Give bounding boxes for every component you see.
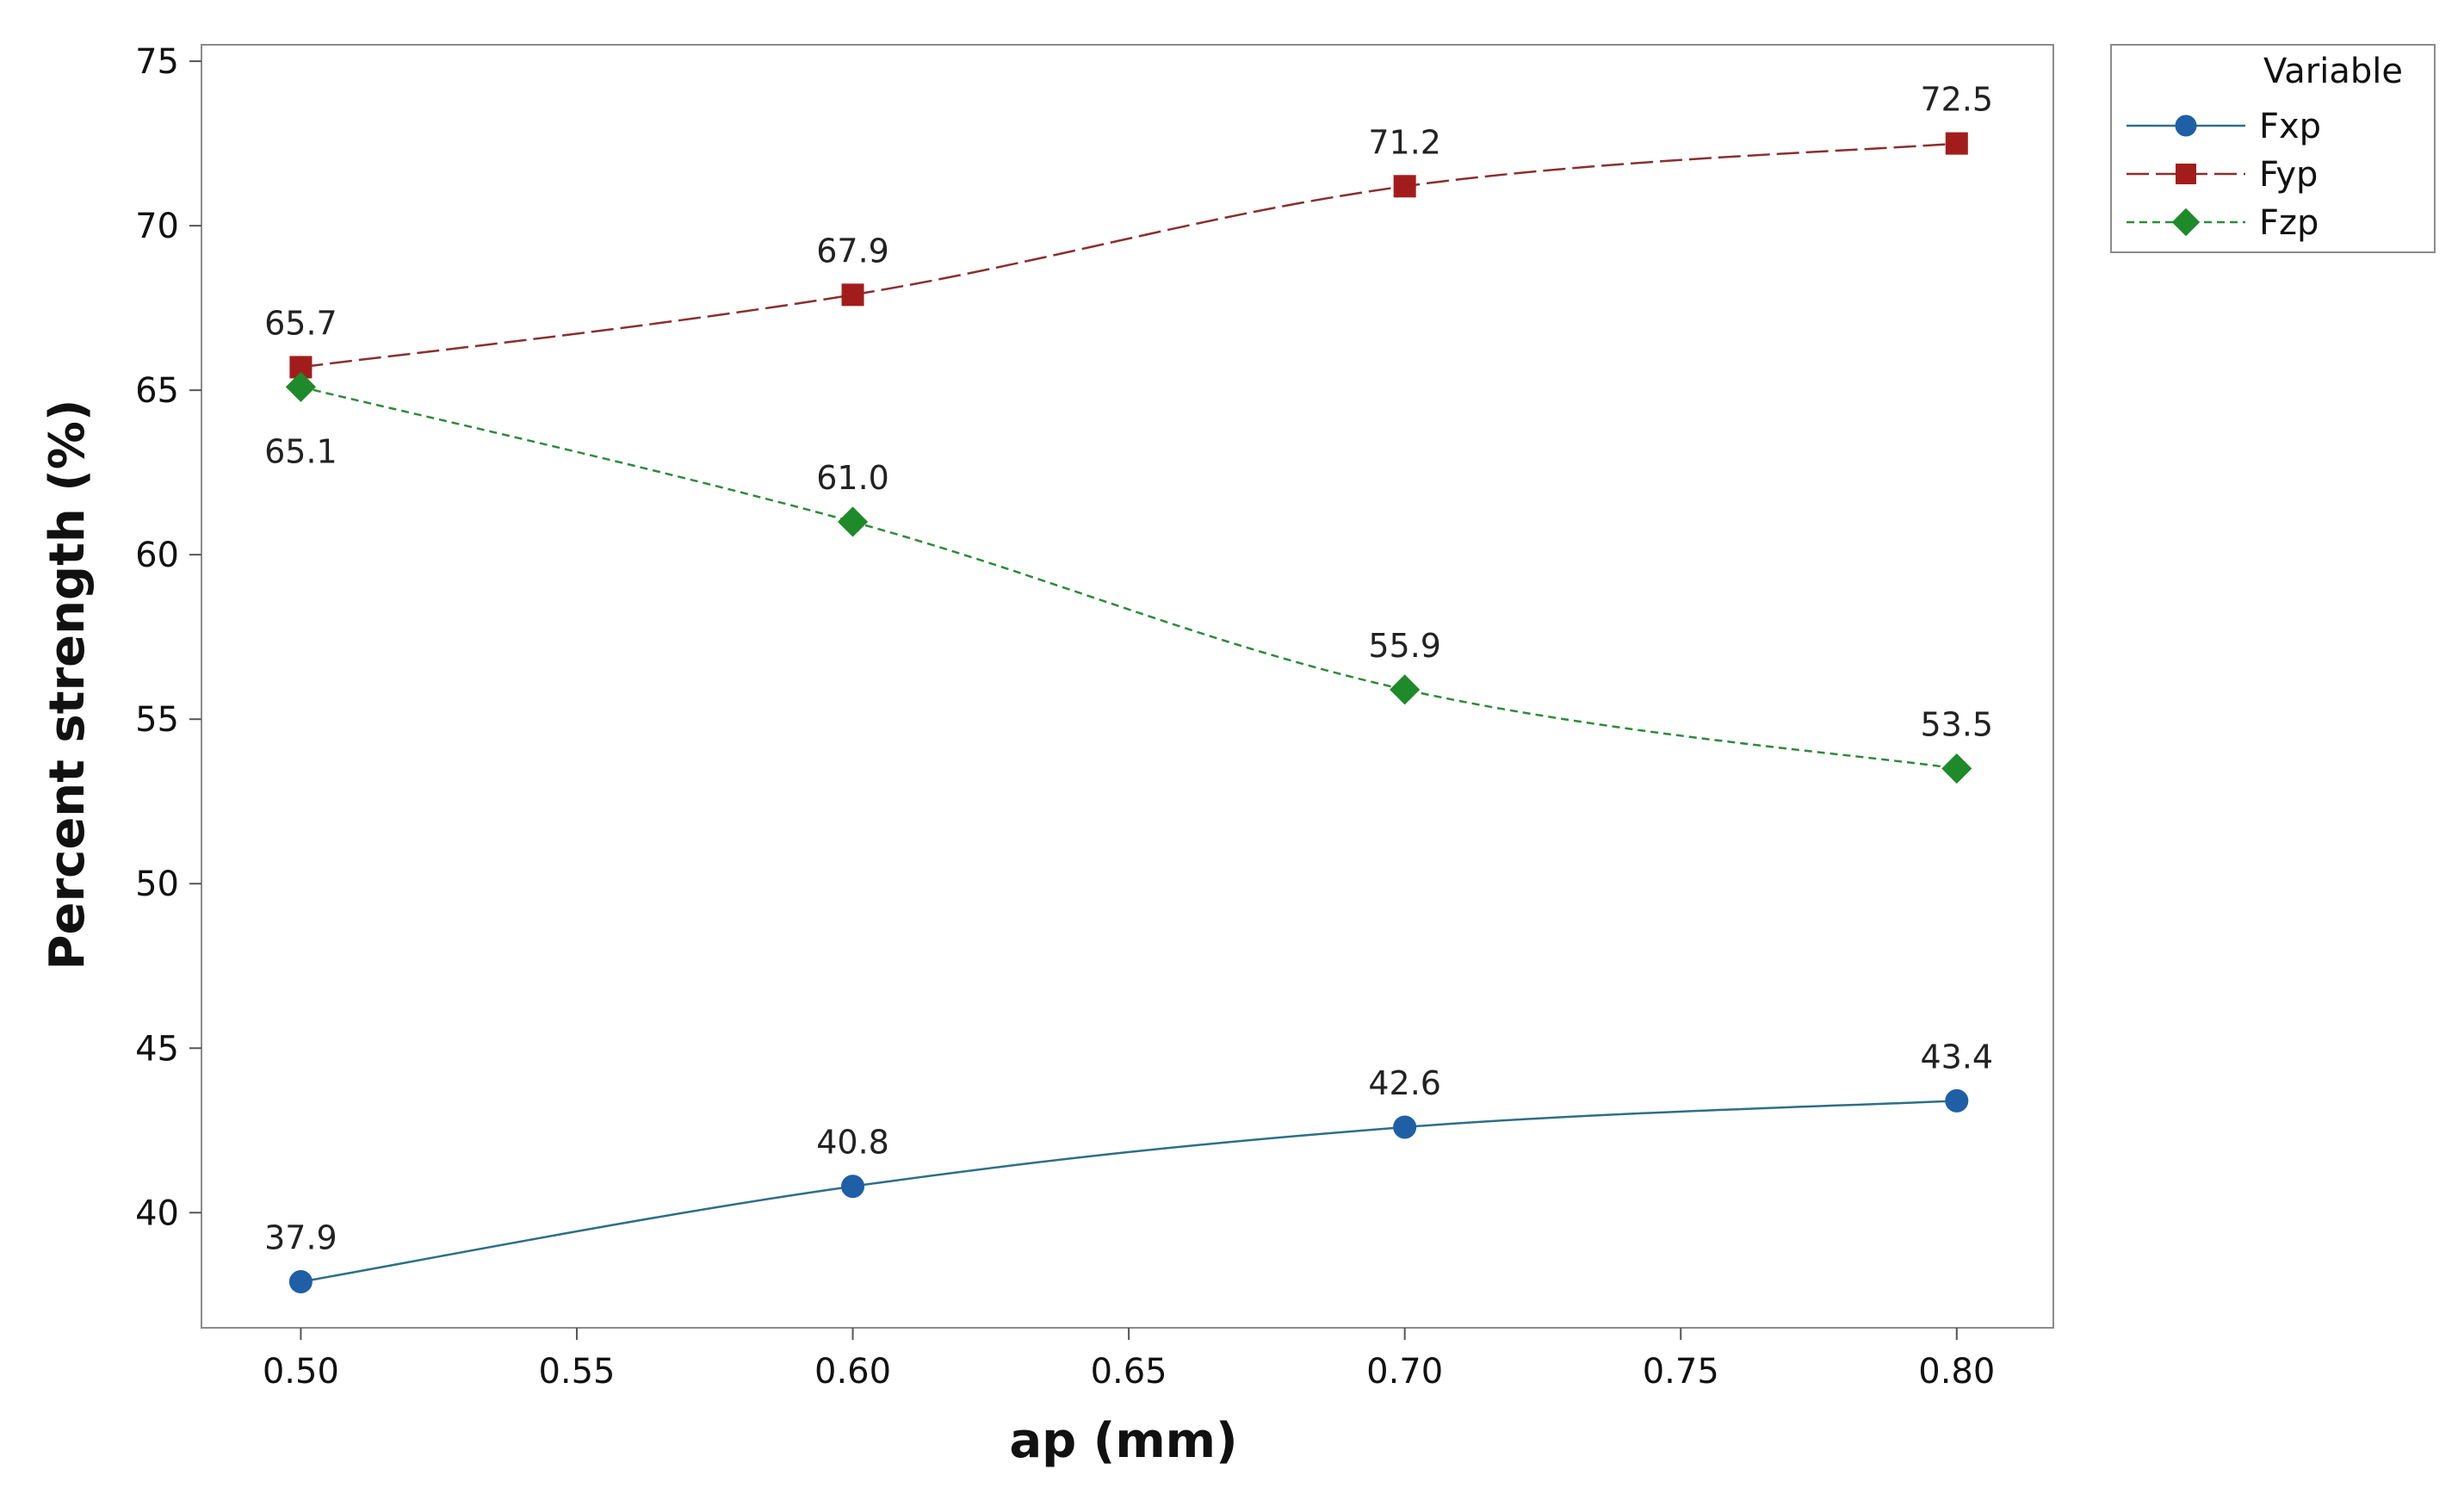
data-label-fzp: 55.9 (1368, 627, 1441, 665)
data-label-fzp: 61.0 (816, 459, 889, 497)
y-axis-title: Percent strength (%) (40, 399, 96, 970)
legend-marker-fzp (2171, 208, 2201, 237)
legend: Variable Fxp Fyp Fzp (2110, 44, 2436, 253)
data-label-fzp: 53.5 (1920, 706, 1993, 744)
data-labels: 37.9 40.8 42.6 43.4 65.7 67.9 71.2 72.5 65.1 61.0… (264, 81, 1993, 1257)
plot-area-frame (201, 44, 2054, 1329)
y-tick-label: 60 (135, 536, 179, 575)
data-point-fzp (1941, 753, 1972, 784)
y-tick-label: 70 (135, 207, 179, 246)
data-label-fzp: 65.1 (264, 432, 337, 470)
data-point-fzp (837, 506, 869, 537)
x-tick-label: 0.80 (1918, 1352, 1995, 1392)
data-point-fxp (841, 1175, 865, 1199)
series-lines (300, 142, 1957, 1283)
data-point-fxp (1393, 1115, 1417, 1139)
x-tick-label: 0.55 (538, 1352, 615, 1392)
legend-items: Fxp Fyp Fzp (2127, 107, 2321, 243)
x-axis-title: ap (mm) (1009, 1413, 1237, 1469)
data-label-fxp: 43.4 (1920, 1038, 1993, 1076)
data-point-fyp (841, 283, 864, 307)
data-point-fxp (288, 1270, 313, 1294)
data-point-fyp (1945, 132, 1968, 155)
series-line-fzp (300, 386, 1957, 770)
data-label-fyp: 72.5 (1920, 81, 1993, 119)
data-label-fyp: 71.2 (1368, 123, 1441, 161)
legend-marker-fxp (2175, 115, 2197, 137)
series-markers (285, 132, 1972, 1294)
data-label-fyp: 65.7 (264, 304, 337, 342)
series-line-fyp (300, 142, 1957, 369)
legend-title: Variable (2263, 52, 2403, 91)
legend-marker-fyp (2176, 164, 2196, 184)
data-label-fxp: 42.6 (1368, 1064, 1441, 1102)
y-tick-label: 40 (135, 1193, 179, 1233)
x-tick-label: 0.50 (263, 1352, 339, 1392)
data-point-fzp (1390, 674, 1421, 705)
x-tick-label: 0.65 (1091, 1352, 1167, 1392)
data-point-fxp (1945, 1088, 1969, 1113)
data-point-fyp (1393, 175, 1416, 198)
y-tick-label: 50 (135, 865, 179, 904)
data-point-fzp (285, 371, 316, 402)
y-tick-label: 65 (135, 371, 179, 411)
data-label-fxp: 37.9 (264, 1219, 337, 1257)
legend-box (2110, 44, 2436, 253)
x-tick-label: 0.75 (1643, 1352, 1719, 1392)
x-tick-label: 0.70 (1366, 1352, 1443, 1392)
y-tick-label: 45 (135, 1029, 179, 1069)
x-axis: 0.50 0.55 0.60 0.65 0.70 0.75 0.80 (263, 1328, 1995, 1392)
y-tick-label: 75 (135, 42, 179, 82)
series-line-fxp (300, 1100, 1957, 1283)
legend-label-fxp: Fxp (2259, 107, 2321, 146)
data-label-fxp: 40.8 (816, 1124, 889, 1162)
y-tick-label: 55 (135, 700, 179, 740)
legend-label-fyp: Fyp (2259, 155, 2318, 195)
data-label-fyp: 67.9 (816, 232, 889, 270)
x-tick-label: 0.60 (814, 1352, 891, 1392)
y-axis: 40 45 50 55 60 65 70 75 (135, 42, 201, 1233)
legend-label-fzp: Fzp (2259, 203, 2319, 243)
